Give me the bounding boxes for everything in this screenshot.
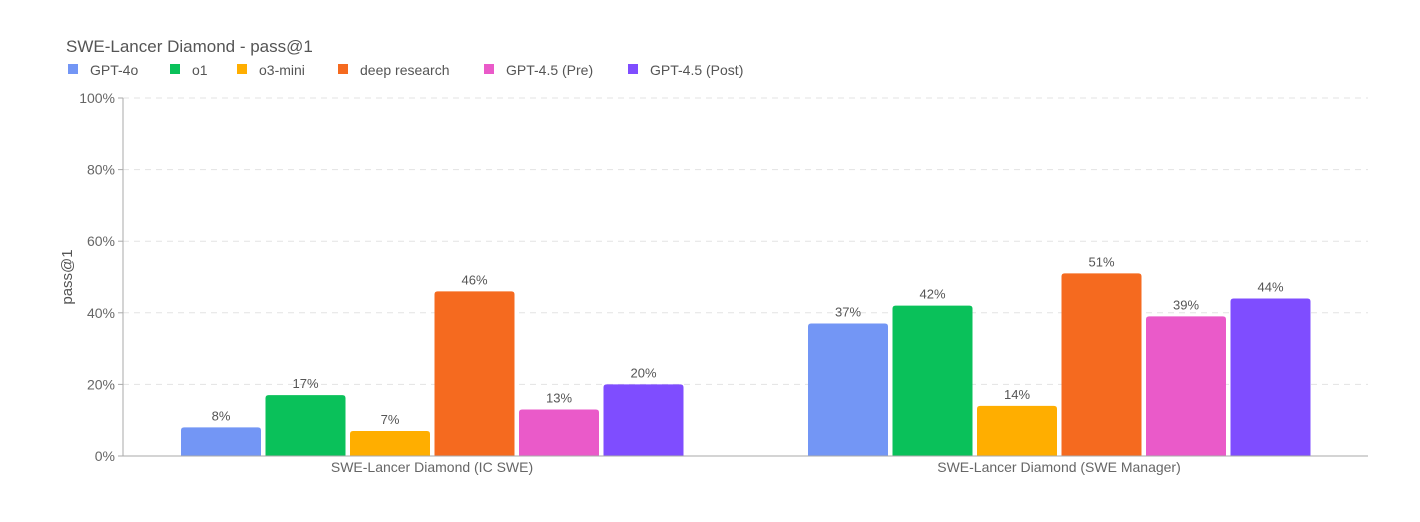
legend-label: GPT-4o	[90, 62, 138, 78]
data-label: 39%	[1173, 297, 1199, 312]
bar	[603, 384, 684, 456]
data-label: 7%	[381, 412, 400, 427]
legend-swatch	[484, 64, 494, 74]
y-tick-label: 40%	[87, 305, 115, 321]
bar	[265, 395, 346, 456]
legend-item[interactable]: o1	[170, 62, 208, 78]
data-label: 42%	[919, 287, 945, 302]
x-tick-label: SWE-Lancer Diamond (SWE Manager)	[937, 459, 1181, 475]
bar	[977, 405, 1057, 456]
bar	[808, 323, 888, 456]
legend-item[interactable]: o3-mini	[237, 62, 305, 78]
bar	[1146, 316, 1226, 456]
data-label: 13%	[546, 390, 572, 405]
bar	[434, 291, 515, 456]
x-tick-label: SWE-Lancer Diamond (IC SWE)	[331, 459, 533, 475]
data-label: 46%	[461, 272, 487, 287]
bars: 8% 17% 7% 46% 13% 20% 37% 42% 14% 51% 39% 44%	[181, 254, 1311, 456]
legend-swatch	[338, 64, 348, 74]
legend-item[interactable]: deep research	[338, 62, 450, 78]
legend-label: o3-mini	[259, 62, 305, 78]
data-label: 14%	[1004, 387, 1030, 402]
legend-label: GPT-4.5 (Post)	[650, 62, 743, 78]
data-label: 51%	[1088, 254, 1114, 269]
data-label: 8%	[212, 408, 231, 423]
legend-swatch	[237, 64, 247, 74]
y-tick-label: 60%	[87, 233, 115, 249]
bar	[1230, 298, 1311, 456]
data-label: 17%	[292, 376, 318, 391]
chart-title: SWE-Lancer Diamond - pass@1	[66, 37, 313, 56]
bar	[1061, 273, 1142, 456]
data-label: 37%	[835, 305, 861, 320]
y-tick-label: 20%	[87, 376, 115, 392]
legend-label: o1	[192, 62, 208, 78]
data-label: 44%	[1257, 279, 1283, 294]
bar	[892, 305, 973, 456]
legend-label: GPT-4.5 (Pre)	[506, 62, 593, 78]
legend-swatch	[628, 64, 638, 74]
legend-swatch	[68, 64, 78, 74]
y-tick-label: 0%	[95, 448, 115, 464]
x-axis: SWE-Lancer Diamond (IC SWE) SWE-Lancer Di…	[123, 455, 1368, 475]
bar	[350, 430, 430, 456]
bar	[519, 409, 599, 456]
bar	[181, 427, 261, 456]
y-axis: 0% 20% 40% 60% 80% 100%	[79, 90, 124, 464]
legend-item[interactable]: GPT-4o	[68, 62, 138, 78]
y-tick-label: 80%	[87, 162, 115, 178]
y-axis-title: pass@1	[59, 249, 76, 304]
legend-swatch	[170, 64, 180, 74]
legend-item[interactable]: GPT-4.5 (Post)	[628, 62, 743, 78]
legend-label: deep research	[360, 62, 450, 78]
legend-item[interactable]: GPT-4.5 (Pre)	[484, 62, 593, 78]
data-label: 20%	[630, 365, 656, 380]
y-tick-label: 100%	[79, 90, 115, 106]
legend: GPT-4o o1 o3-mini deep research GPT-4.5 (Pre…	[68, 62, 743, 78]
